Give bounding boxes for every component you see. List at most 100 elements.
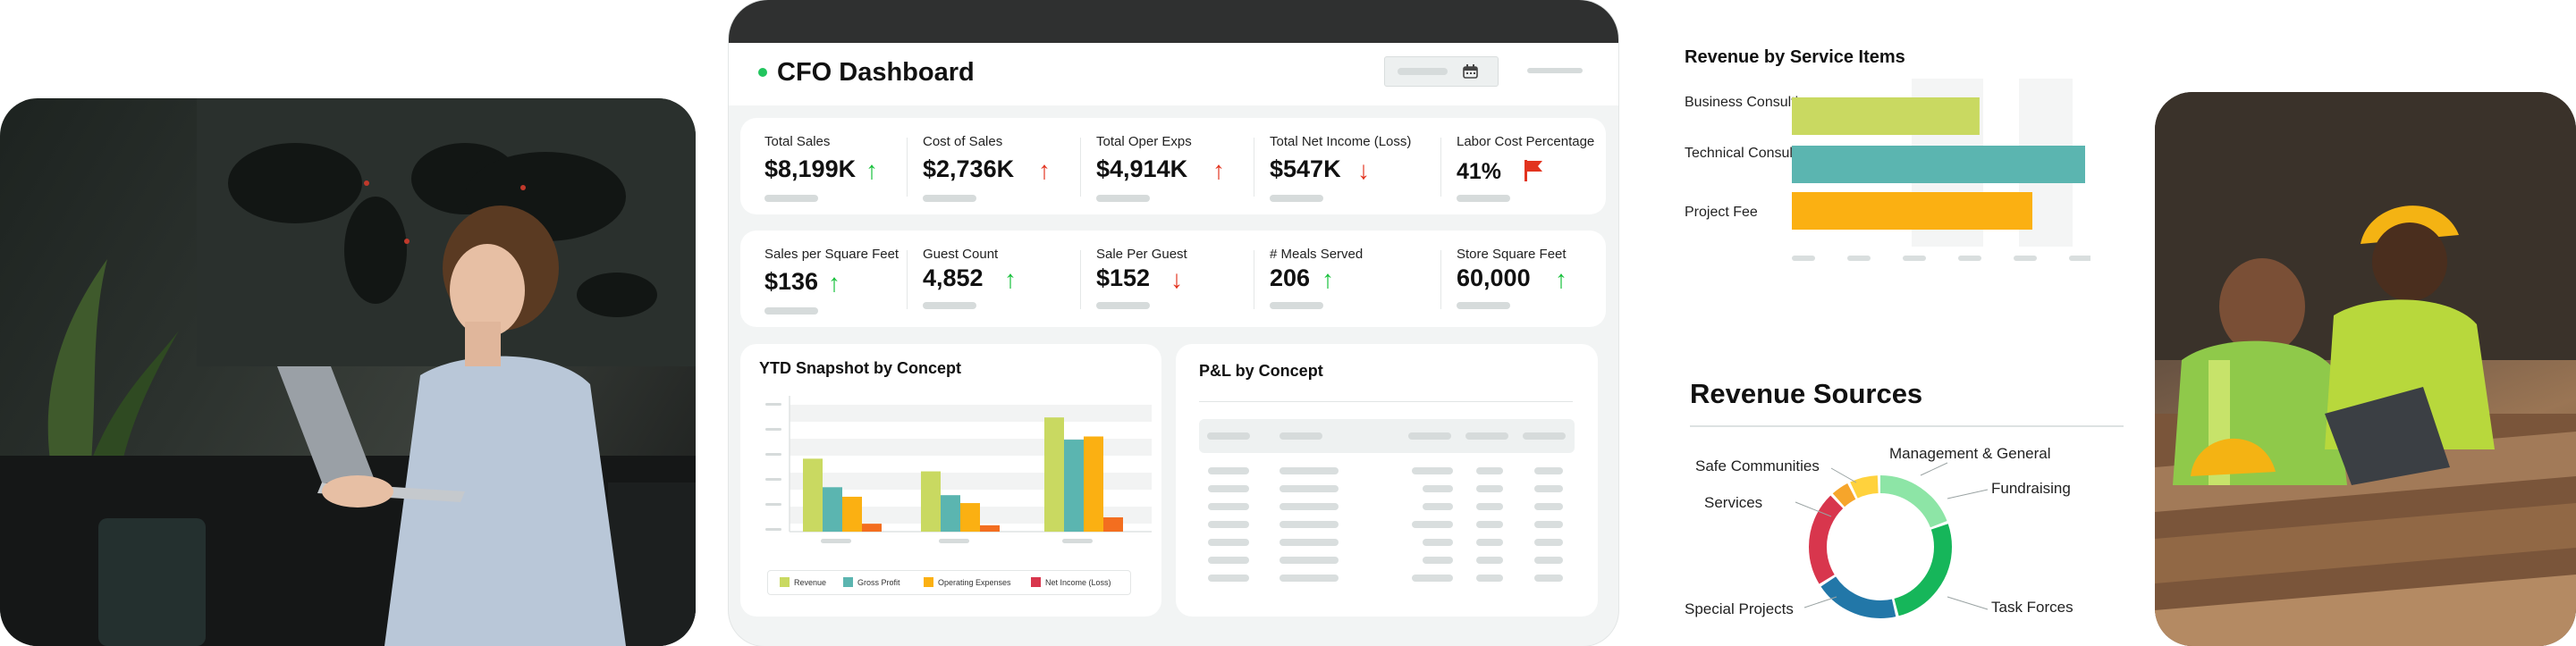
- table-cell: [1208, 575, 1249, 582]
- revenue-sources-donut-chart[interactable]: [1652, 429, 2135, 634]
- donut-slice-services[interactable]: [1809, 475, 1952, 618]
- legend-label: Net Income (Loss): [1045, 578, 1111, 587]
- divider: [1440, 250, 1441, 309]
- kpi-label: Labor Cost Percentage: [1457, 134, 1595, 149]
- page-title: CFO Dashboard: [777, 58, 975, 87]
- donut-slice-task-forces[interactable]: [1809, 475, 1952, 618]
- kpi-guest-count[interactable]: Guest Count 4,852 ↑: [923, 231, 1075, 327]
- label-task-forces: Task Forces: [1991, 599, 2073, 616]
- table-cell: [1280, 575, 1339, 582]
- divider: [1690, 425, 2124, 427]
- bar-gross-profit[interactable]: [1064, 440, 1084, 532]
- table-cell: [1534, 575, 1563, 582]
- donut-slice-special-projects[interactable]: [1809, 475, 1952, 618]
- x-tick-label: [821, 539, 851, 543]
- bar-operating-expenses[interactable]: [1084, 436, 1103, 533]
- bar-gross-profit[interactable]: [941, 495, 960, 532]
- x-tick-label: [1062, 539, 1093, 543]
- table-cell: [1280, 485, 1339, 492]
- kpi-placeholder: [1096, 195, 1150, 202]
- legend-label: Operating Expenses: [938, 578, 1011, 587]
- y-tick-label: [765, 503, 781, 506]
- table-cell: [1534, 485, 1563, 492]
- table-cell: [1208, 467, 1249, 474]
- kpi-total-oper-exps[interactable]: Total Oper Exps $4,914K ↑: [1096, 118, 1248, 214]
- bar-revenue[interactable]: [921, 471, 941, 532]
- leader-line: [1803, 596, 1837, 608]
- kpi-total-sales[interactable]: Total Sales $8,199K ↑: [764, 118, 916, 214]
- kpi-value: $2,736K: [923, 155, 1015, 182]
- kpi-label: Sales per Square Feet: [764, 247, 899, 262]
- revenue-by-service-items-widget: Revenue by Service Items Business Consul…: [1652, 34, 2117, 275]
- bar-revenue[interactable]: [803, 458, 823, 532]
- revenue-sources-widget: Revenue Sources Management & General Saf…: [1652, 366, 2135, 634]
- header-cell: [1523, 432, 1566, 440]
- calendar-icon: [1463, 64, 1478, 79]
- x-tick-label: [2069, 256, 2090, 261]
- table-cell: [1423, 539, 1453, 546]
- bar-revenue[interactable]: [1044, 417, 1064, 532]
- header-cell: [1280, 432, 1322, 440]
- ytd-bar-chart[interactable]: [740, 380, 1161, 567]
- kpi-cost-of-sales[interactable]: Cost of Sales $2,736K ↑: [923, 118, 1075, 214]
- table-cell: [1280, 521, 1339, 528]
- label-services: Services: [1704, 494, 1763, 511]
- kpi-label: Total Sales: [764, 134, 831, 149]
- kpi-label: # Meals Served: [1270, 247, 1364, 262]
- x-tick-label: [1792, 256, 1815, 261]
- table-cell: [1208, 485, 1249, 492]
- kpi-sale-per-guest[interactable]: Sale Per Guest $152 ↓: [1096, 231, 1248, 327]
- kpi-value: $152: [1096, 264, 1151, 291]
- grid-band: [790, 405, 1152, 422]
- bar-net-income-loss[interactable]: [980, 524, 1000, 532]
- kpi-value: $8,199K: [764, 155, 857, 182]
- category-label-project-fee: Project Fee: [1685, 205, 1758, 220]
- bar-operating-expenses[interactable]: [960, 503, 980, 532]
- kpi-store-square-feet[interactable]: Store Square Feet 60,000 ↑: [1457, 231, 1600, 327]
- header-cell: [1207, 432, 1250, 440]
- widget-title: Revenue by Service Items: [1685, 47, 1905, 67]
- kpi-value: $4,914K: [1096, 155, 1188, 182]
- date-picker[interactable]: [1384, 56, 1499, 87]
- leader-line: [1795, 501, 1832, 517]
- kpi-sales-per-square-feet[interactable]: Sales per Square Feet $136 ↑: [764, 231, 916, 327]
- dashboard-header: CFO Dashboard: [729, 43, 1618, 105]
- bar-gross-profit[interactable]: [823, 487, 842, 532]
- kpi-total-net-income[interactable]: Total Net Income (Loss) $547K ↓: [1270, 118, 1448, 214]
- bar-net-income-loss[interactable]: [862, 524, 882, 532]
- bar-business-consulting[interactable]: [1792, 97, 1980, 135]
- kpi-value: $547K: [1270, 155, 1341, 182]
- kpi-label: Store Square Feet: [1457, 247, 1567, 262]
- header-cell: [1465, 432, 1508, 440]
- label-special-projects: Special Projects: [1685, 600, 1794, 617]
- woman-with-laptop-photo: [0, 98, 696, 646]
- table-cell: [1412, 521, 1453, 528]
- arrow-down-icon: ↓: [1357, 156, 1370, 184]
- panel-title: YTD Snapshot by Concept: [759, 359, 962, 377]
- kpi-labor-cost-percentage[interactable]: Labor Cost Percentage 41%: [1457, 118, 1600, 214]
- x-tick-label: [2014, 256, 2037, 261]
- kpi-placeholder: [923, 302, 976, 309]
- kpi-placeholder: [1270, 195, 1323, 202]
- legend-item-gross-profit: Gross Profit: [843, 577, 900, 587]
- service-items-bar-chart[interactable]: [1786, 79, 2090, 266]
- divider: [1199, 401, 1573, 402]
- kpi-placeholder: [1457, 302, 1510, 309]
- header-menu-placeholder[interactable]: [1527, 68, 1583, 73]
- bar-operating-expenses[interactable]: [842, 496, 862, 532]
- leader-line: [1830, 467, 1857, 483]
- label-fundraising: Fundraising: [1991, 480, 2071, 497]
- bar-net-income-loss[interactable]: [1103, 517, 1123, 532]
- kpi-meals-served[interactable]: # Meals Served 206 ↑: [1270, 231, 1431, 327]
- table-cell: [1534, 521, 1563, 528]
- bar-project-fee[interactable]: [1792, 192, 2032, 230]
- donut-slice-fundraising[interactable]: [1809, 475, 1952, 618]
- table-cell: [1280, 467, 1339, 474]
- divider: [1440, 138, 1441, 197]
- table-cell: [1423, 557, 1453, 564]
- bar-technical-consulting[interactable]: [1792, 146, 2085, 183]
- window-top-bar: [729, 0, 1618, 43]
- arrow-up-icon: ↑: [1038, 156, 1051, 184]
- y-tick-label: [765, 453, 781, 456]
- x-tick-label: [1903, 256, 1926, 261]
